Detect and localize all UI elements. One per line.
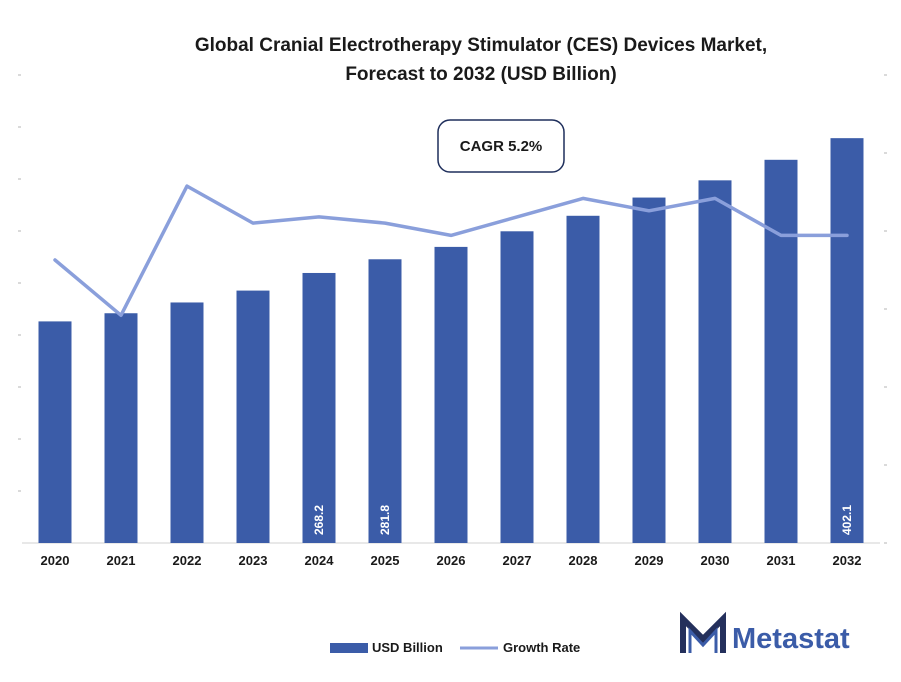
x-tick-label-2021: 2021 [107, 553, 136, 568]
x-tick-label-2024: 2024 [305, 553, 335, 568]
metastat-m-logo-icon [680, 611, 726, 653]
x-tick-label-2025: 2025 [371, 553, 400, 568]
legend-label-growth-rate: Growth Rate [503, 640, 580, 655]
bar-data-labels: 268.2 281.8 402.1 [312, 505, 854, 535]
chart-title-line-1: Global Cranial Electrotherapy Stimulator… [195, 35, 767, 56]
bar-2028 [566, 215, 600, 543]
x-tick-label-2031: 2031 [767, 553, 796, 568]
bar-2029 [632, 197, 666, 544]
legend-label-usd-billion: USD Billion [372, 640, 443, 655]
bar-data-label-2025: 281.8 [378, 505, 392, 535]
x-tick-label-2022: 2022 [173, 553, 202, 568]
bar-2021 [104, 313, 138, 543]
axis-tick-marks [18, 74, 887, 544]
bar-2027 [500, 231, 534, 543]
bar-2032 [830, 138, 864, 544]
legend-swatch-usd-billion [330, 643, 368, 653]
bar-2020 [38, 321, 72, 543]
bar-2025 [368, 259, 402, 543]
bar-2024 [302, 272, 336, 543]
x-tick-label-2027: 2027 [503, 553, 532, 568]
legend: USD Billion Growth Rate [330, 640, 580, 655]
growth-rate-series [53, 184, 849, 318]
x-tick-label-2032: 2032 [833, 553, 862, 568]
chart-title-line-2: Forecast to 2032 (USD Billion) [345, 64, 616, 85]
cagr-label: CAGR 5.2% [460, 138, 543, 155]
cagr-callout: CAGR 5.2% [437, 119, 565, 173]
cagr-box [437, 119, 565, 173]
metastat-wordmark: Metastat [732, 623, 850, 655]
x-tick-label-2030: 2030 [701, 553, 730, 568]
x-tick-label-2028: 2028 [569, 553, 598, 568]
x-tick-label-2020: 2020 [41, 553, 70, 568]
bar-2022 [170, 302, 204, 543]
metastat-logo: Metastat [680, 611, 850, 655]
x-tick-label-2023: 2023 [239, 553, 268, 568]
bar-data-label-2032: 402.1 [840, 505, 854, 535]
x-tick-label-2029: 2029 [635, 553, 664, 568]
bar-series [38, 138, 864, 544]
bar-2026 [434, 246, 468, 543]
growth-rate-line [53, 184, 849, 318]
bar-data-label-2024: 268.2 [312, 505, 326, 535]
bar-2030 [698, 180, 732, 543]
x-tick-label-2026: 2026 [437, 553, 466, 568]
bar-2031 [764, 159, 798, 543]
x-tick-labels: 2020 2021 2022 2023 2024 2025 2026 2027 2028 2029… [41, 553, 862, 568]
bar-2023 [236, 290, 270, 543]
